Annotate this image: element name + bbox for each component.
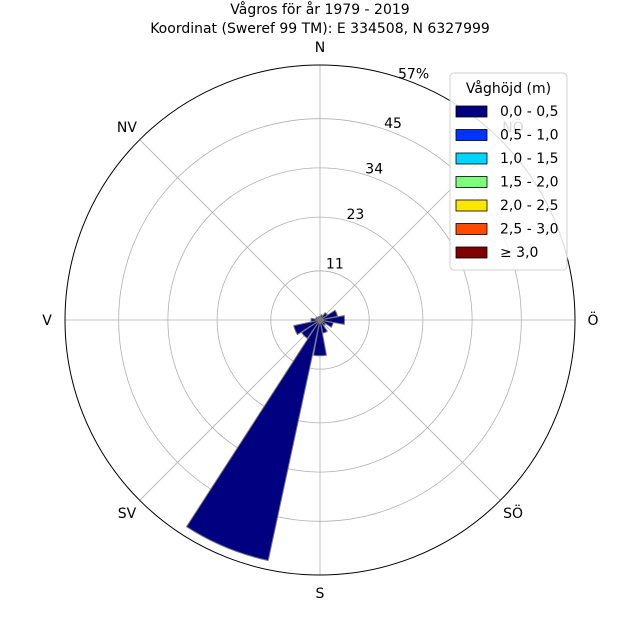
radial-tick-label-45: 45 <box>384 116 402 132</box>
sector-bar-337_5 <box>317 315 321 321</box>
legend-entry-label-5: 2,5 - 3,0 <box>500 222 558 238</box>
radial-tick-label-57: 57% <box>398 66 429 82</box>
legend-swatch-3 <box>455 176 488 188</box>
wave-rose-sectors <box>185 309 346 562</box>
sector-bar-270 <box>310 317 321 323</box>
sector-bar-225 <box>300 319 321 340</box>
direction-label-s: S <box>316 586 325 602</box>
legend-swatch-5 <box>455 223 488 235</box>
direction-label-o: Ö <box>587 311 598 329</box>
legend-entry-label-6: ≥ 3,0 <box>500 245 538 261</box>
legend-entry-label-0: 0,0 - 0,5 <box>500 104 558 120</box>
outer-circle <box>64 64 576 576</box>
legend-entry-label-4: 2,0 - 2,5 <box>500 198 558 214</box>
legend-swatch-4 <box>455 199 488 212</box>
legend-swatch-6 <box>455 246 488 259</box>
radial-tick-label-11: 11 <box>326 257 344 273</box>
legend-title: Våghöjd (m) <box>466 80 551 97</box>
legend-entry-label-1: 0,5 - 1,0 <box>500 128 558 144</box>
direction-label-nv: NV <box>117 120 137 136</box>
sector-bar-90 <box>319 314 346 326</box>
direction-label-sv: SV <box>118 506 137 522</box>
chart-title: Vågros för år 1979 - 2019 <box>230 1 409 18</box>
radial-tick-label-34: 34 <box>365 161 383 177</box>
legend-entry-label-3: 1,5 - 2,0 <box>500 175 558 191</box>
radial-tick-label-23: 23 <box>346 207 364 223</box>
sector-bar-67_5 <box>319 309 339 321</box>
legend-swatch-0 <box>455 105 488 118</box>
grid-spoke-so <box>319 319 501 501</box>
radial-tick-labels: 11 23 34 45 57% <box>326 66 429 272</box>
sector-bar-180 <box>312 319 328 357</box>
polar-grid <box>64 64 576 576</box>
direction-label-so: SÖ <box>503 504 523 522</box>
sector-bar-202_5 <box>185 319 321 562</box>
direction-label-v: V <box>42 313 52 329</box>
grid-spoke-sv <box>139 319 321 501</box>
legend-box <box>449 72 568 271</box>
grid-spoke-nv <box>139 139 321 321</box>
direction-label-n: N <box>315 40 325 56</box>
legend-swatch-2 <box>455 152 488 165</box>
chart-subtitle: Koordinat (Sweref 99 TM): E 334508, N 63… <box>150 21 490 37</box>
legend-swatch-1 <box>455 129 488 141</box>
legend-entry-label-2: 1,0 - 1,5 <box>500 151 558 167</box>
legend: Våghöjd (m) 0,0 - 0,5 0,5 - 1,0 1,0 - 1,5 1,… <box>449 72 568 271</box>
sector-bar-247_5 <box>293 319 321 336</box>
